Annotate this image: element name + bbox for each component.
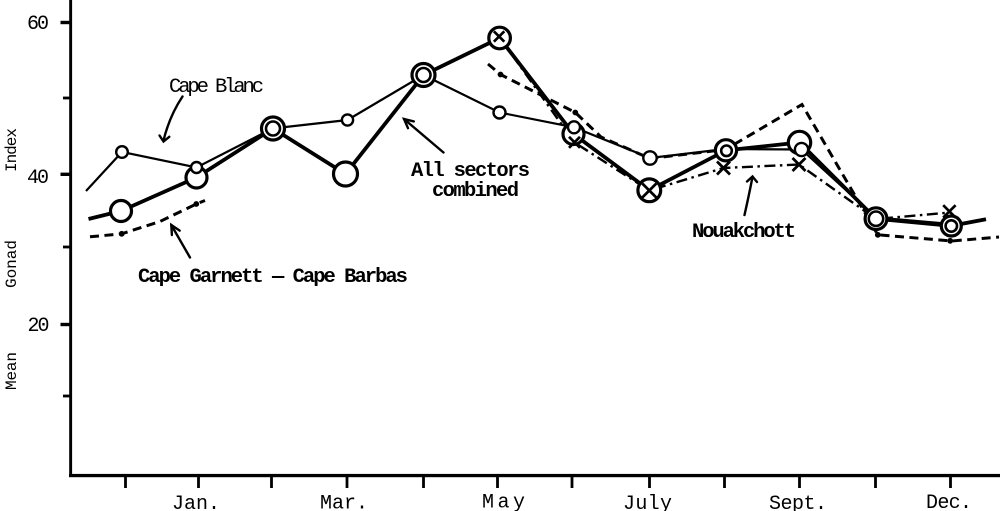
svg-text:Dec.: Dec.: [926, 492, 972, 511]
svg-text:Cape Blanc: Cape Blanc: [169, 76, 264, 99]
svg-text:Sept.: Sept.: [769, 493, 827, 511]
svg-text:Gonad: Gonad: [3, 240, 21, 288]
svg-text:Cape Garnett — Cape Barbas: Cape Garnett — Cape Barbas: [138, 266, 408, 289]
svg-text:May: May: [482, 492, 525, 511]
svg-text:Mar.: Mar.: [320, 493, 368, 511]
svg-text:Mean: Mean: [3, 352, 21, 390]
svg-text:60: 60: [27, 13, 49, 36]
svg-text:40: 40: [27, 167, 49, 190]
svg-text:Index: Index: [3, 128, 21, 172]
svg-text:Nouakchott: Nouakchott: [692, 221, 796, 244]
svg-text:Jan.: Jan.: [172, 493, 220, 511]
svg-text:July: July: [623, 493, 672, 511]
svg-text:All sectors: All sectors: [411, 160, 530, 183]
svg-text:20: 20: [28, 315, 50, 338]
svg-text:combined: combined: [432, 180, 519, 203]
